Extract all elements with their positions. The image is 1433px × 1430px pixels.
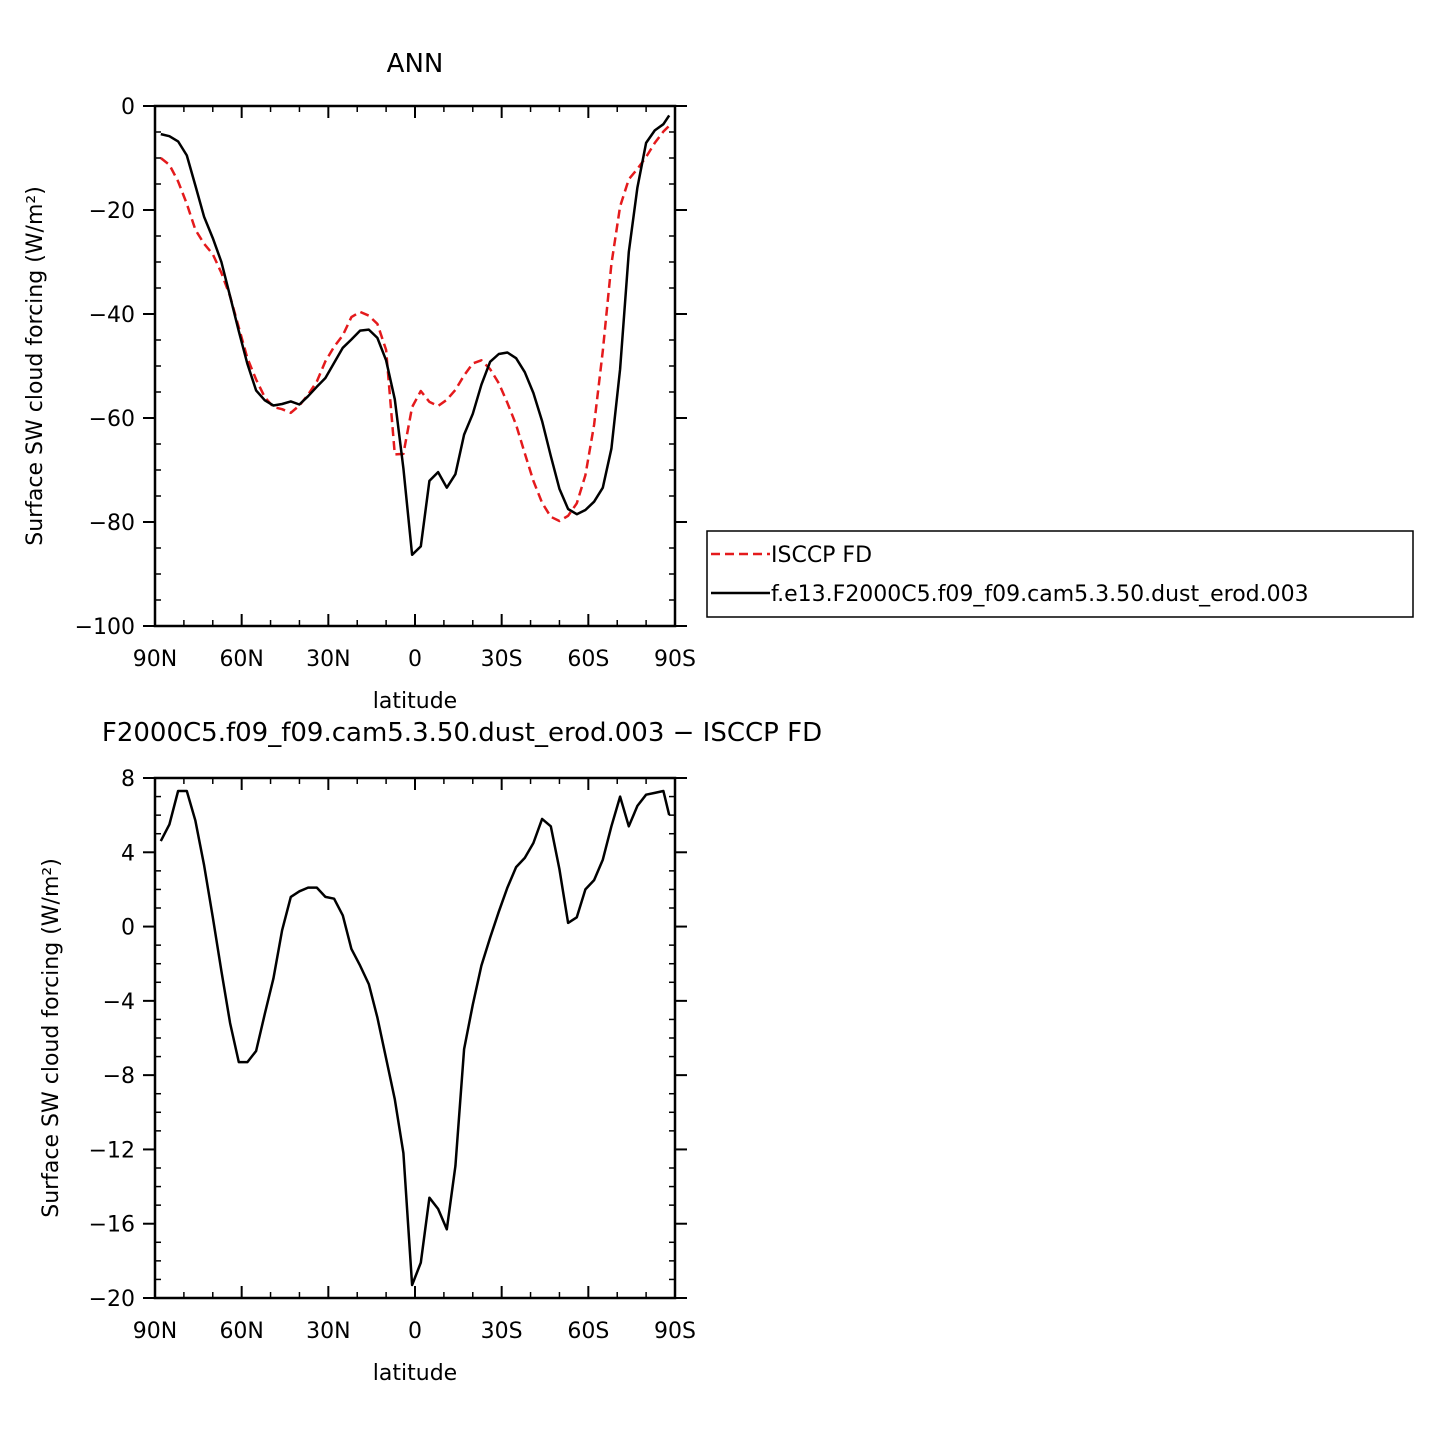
x-tick-label: 30N [306,647,350,672]
series-line-1-0 [159,789,671,1287]
y-tick-label: −16 [89,1213,135,1238]
y-tick-label: 0 [121,95,135,120]
x-tick-label: 60N [219,1319,263,1344]
y-tick-label: 8 [121,767,135,792]
legend-entry-isccp: ISCCP FD [771,543,872,568]
x-tick-label: 30S [481,647,523,672]
x-tick-label: 60S [567,647,609,672]
legend: ISCCP FD f.e13.F2000C5.f09_f09.cam5.3.50… [706,530,1414,618]
bottom-plot: F2000C5.f09_f09.cam5.3.50.dust_erod.003 … [39,718,822,1386]
bottom-plot-y-axis-title: Surface SW cloud forcing (W/m²) [39,858,64,1218]
y-tick-label: −20 [89,199,135,224]
top-plot-title: ANN [387,49,444,79]
y-tick-label: −40 [89,303,135,328]
series-line-0-1 [160,114,671,557]
top-plot-frame [153,104,677,628]
x-tick-label: 60S [567,1319,609,1344]
x-tick-label: 30S [481,1319,523,1344]
x-tick-label: 60N [219,647,263,672]
x-tick-label: 0 [408,1319,422,1344]
y-tick-label: −4 [103,990,135,1015]
x-tick-label: 90N [133,647,177,672]
y-tick-label: −20 [89,1287,135,1312]
y-tick-label: −12 [89,1138,135,1163]
top-plot: ANN Surface SW cloud forcing (W/m²) lati… [23,49,696,714]
x-tick-label: 90N [133,1319,177,1344]
x-tick-label: 0 [408,647,422,672]
y-tick-label: 0 [121,916,135,941]
bottom-plot-frame [153,776,677,1300]
y-tick-label: 4 [121,841,135,866]
y-tick-label: −60 [89,407,135,432]
y-tick-label: −8 [103,1064,135,1089]
series-line-0-0 [160,124,671,523]
bottom-plot-title: F2000C5.f09_f09.cam5.3.50.dust_erod.003 … [102,718,822,748]
y-tick-label: −100 [75,615,135,640]
x-tick-label: 90S [654,647,696,672]
bottom-plot-x-axis-title: latitude [373,1361,457,1386]
top-plot-x-axis-title: latitude [373,689,457,714]
top-plot-y-axis-title: Surface SW cloud forcing (W/m²) [23,186,48,546]
x-tick-label: 30N [306,1319,350,1344]
legend-entry-model: f.e13.F2000C5.f09_f09.cam5.3.50.dust_ero… [771,582,1309,607]
y-tick-label: −80 [89,511,135,536]
x-tick-label: 90S [654,1319,696,1344]
legend-box [706,530,1414,618]
